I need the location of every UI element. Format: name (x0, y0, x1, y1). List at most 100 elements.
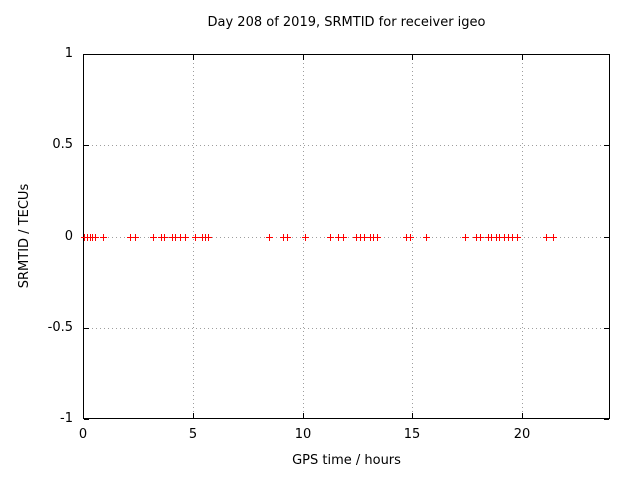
data-point-marker (543, 234, 550, 241)
data-point-marker (284, 234, 291, 241)
y-tick-label: 0 (64, 229, 73, 244)
y-tick-mark (84, 145, 89, 146)
plus-marker-arm (546, 234, 547, 241)
data-point-marker (172, 234, 179, 241)
plus-marker-arm (330, 234, 331, 241)
plus-marker-arm (305, 234, 306, 241)
data-point-marker (205, 234, 212, 241)
plus-marker-arm (377, 234, 378, 241)
plus-marker-arm (364, 234, 365, 241)
x-tick-mark (303, 55, 304, 60)
data-point-marker (403, 234, 410, 241)
x-tick-mark (412, 413, 413, 418)
data-point-marker (550, 234, 557, 241)
data-point-marker (132, 234, 139, 241)
y-tick-mark (604, 237, 609, 238)
x-tick-mark (83, 55, 84, 60)
plus-marker-arm (283, 234, 284, 241)
data-point-marker (488, 234, 495, 241)
data-point-marker (302, 234, 309, 241)
plus-marker-arm (356, 234, 357, 241)
x-tick-label: 10 (294, 427, 312, 442)
plus-marker-arm (343, 234, 344, 241)
grid-line-vertical (412, 55, 413, 418)
plus-marker-arm (360, 234, 361, 241)
plus-marker-arm (499, 234, 500, 241)
data-point-marker (192, 234, 199, 241)
plus-marker-arm (287, 234, 288, 241)
plus-marker-arm (406, 234, 407, 241)
plus-marker-arm (553, 234, 554, 241)
y-tick-mark (84, 54, 89, 55)
plot-area (83, 54, 610, 419)
x-tick-label: 0 (78, 427, 88, 442)
data-point-marker (423, 234, 430, 241)
data-point-marker (501, 234, 508, 241)
plus-marker-arm (269, 234, 270, 241)
data-point-marker (473, 234, 480, 241)
grid-line-horizontal (84, 328, 609, 329)
plus-marker-arm (512, 234, 513, 241)
x-tick-mark (412, 55, 413, 60)
data-point-marker (340, 234, 347, 241)
plus-marker-arm (517, 234, 518, 241)
data-point-marker (353, 234, 360, 241)
data-point-marker (335, 234, 342, 241)
data-point-marker (361, 234, 368, 241)
y-tick-mark (604, 419, 609, 420)
x-tick-mark (522, 413, 523, 418)
y-tick-mark (84, 328, 89, 329)
x-tick-label: 15 (403, 427, 421, 442)
plus-marker-arm (410, 234, 411, 241)
data-point-marker (357, 234, 364, 241)
grid-line-horizontal (84, 145, 609, 146)
y-tick-label: -1 (60, 411, 73, 426)
data-point-marker (161, 234, 168, 241)
grid-line-vertical (193, 55, 194, 418)
plus-marker-arm (175, 234, 176, 241)
x-tick-mark (193, 413, 194, 418)
plus-marker-arm (504, 234, 505, 241)
plus-marker-arm (135, 234, 136, 241)
plus-marker-arm (373, 234, 374, 241)
x-tick-mark (83, 413, 84, 418)
data-point-marker (92, 234, 99, 241)
x-tick-label: 20 (513, 427, 531, 442)
plus-marker-arm (180, 234, 181, 241)
plus-marker-arm (491, 234, 492, 241)
plus-marker-arm (208, 234, 209, 241)
plus-marker-arm (95, 234, 96, 241)
x-tick-mark (522, 55, 523, 60)
plus-marker-arm (185, 234, 186, 241)
data-point-marker (509, 234, 516, 241)
data-point-marker (505, 234, 512, 241)
x-tick-mark (193, 55, 194, 60)
plus-marker-arm (476, 234, 477, 241)
data-point-marker (150, 234, 157, 241)
data-point-marker (477, 234, 484, 241)
data-point-marker (177, 234, 184, 241)
data-point-marker (374, 234, 381, 241)
data-point-marker (407, 234, 414, 241)
y-tick-label: -0.5 (47, 320, 73, 335)
data-point-marker (182, 234, 189, 241)
grid-line-vertical (522, 55, 523, 418)
x-tick-label: 5 (188, 427, 198, 442)
y-tick-mark (604, 328, 609, 329)
data-point-marker (462, 234, 469, 241)
data-point-marker (127, 234, 134, 241)
data-point-marker (327, 234, 334, 241)
x-tick-mark (303, 413, 304, 418)
y-tick-mark (604, 145, 609, 146)
plus-marker-arm (426, 234, 427, 241)
plus-marker-arm (480, 234, 481, 241)
x-axis-label: GPS time / hours (292, 453, 401, 468)
plus-marker-arm (130, 234, 131, 241)
data-point-marker (514, 234, 521, 241)
data-point-marker (100, 234, 107, 241)
data-point-marker (280, 234, 287, 241)
plus-marker-arm (103, 234, 104, 241)
plus-marker-arm (508, 234, 509, 241)
data-point-marker (496, 234, 503, 241)
